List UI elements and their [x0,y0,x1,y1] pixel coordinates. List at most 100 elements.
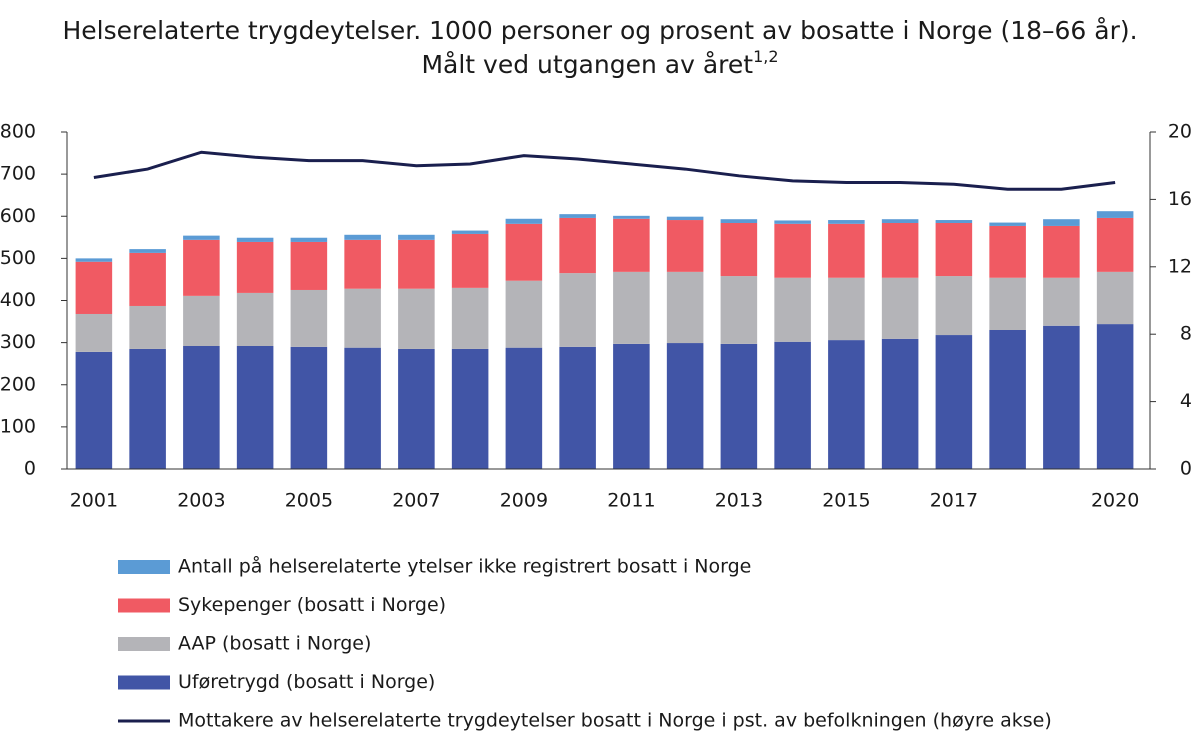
bar-segment [881,277,919,339]
bar-segment [989,277,1026,330]
bar-segment [75,313,113,352]
x-tick-label: 2001 [70,490,118,512]
y2-tick-label: 16 [1168,188,1192,210]
bar-segment [559,217,596,274]
legend-label: AAP (bosatt i Norge) [178,633,371,655]
bar-segment [129,348,166,469]
bar-segment [236,237,274,242]
y-tick-label: 600 [0,205,36,227]
bar-segment [720,343,758,469]
bar-segment [828,277,865,341]
bar-segment [774,277,811,342]
bar-segment [505,347,543,469]
bar-segment [1096,324,1134,469]
y-tick-label: 300 [0,331,36,353]
legend-swatch [118,598,170,613]
bar-segment [505,223,543,281]
bar-segment [183,295,220,346]
bar-segment [720,219,758,223]
bar-segment [129,252,166,306]
bar-segment [559,273,596,347]
x-tick-label: 2011 [607,490,655,512]
bar-segment [183,345,220,469]
chart-title: Helserelaterte trygdeytelser. 1000 perso… [62,16,1137,45]
y2-tick-label: 8 [1180,323,1192,345]
bar-segment [720,222,758,277]
bar-segment [666,216,704,221]
legend-label: Uføretrygd (bosatt i Norge) [178,671,435,693]
bar-segment [290,346,328,469]
bar-segment [613,343,650,469]
bar-segment [290,241,328,290]
bar-segment [1043,219,1080,226]
bar-segment [236,241,274,293]
chart-title-line: Målt ved utgangen av året [421,50,753,79]
bar-segment [613,271,650,344]
bar-segment [344,234,381,240]
bar-segment [774,220,811,224]
bar-segment [935,222,973,277]
bar-segment [1043,277,1080,326]
bar-segment [451,348,489,469]
y2-tick-label: 4 [1180,390,1192,412]
title-note: 1,2 [753,47,778,66]
bar-segment [451,230,489,234]
bar-segment [1043,225,1080,278]
bar-segment [828,220,865,224]
bar-segment [451,233,489,288]
bar-segment [344,288,381,348]
y-tick-label: 400 [0,289,36,311]
bar-segment [451,287,489,349]
x-tick-label: 2005 [285,490,333,512]
y-tick-label: 0 [24,458,36,480]
y-tick-label: 200 [0,373,36,395]
bar-segment [613,218,650,272]
bar-segment [774,341,811,469]
bar-segment [1043,325,1080,469]
bar-segment [989,222,1026,226]
bar-segment [720,276,758,344]
x-tick-label: 2013 [715,490,763,512]
bar-segment [935,276,973,336]
x-tick-label: 2015 [822,490,870,512]
bar-segment [290,237,328,242]
bar-segment [1096,217,1134,272]
bar-segment [398,288,435,349]
chart-title: Målt ved utgangen av året1,2 [421,47,778,80]
bar-segment [935,220,973,223]
bar-segment [129,249,166,253]
legend-swatch [118,560,170,574]
bar-segment [75,261,113,314]
x-tick-label: 2017 [930,490,978,512]
bar-segment [505,218,543,224]
y-tick-label: 500 [0,247,36,269]
y2-tick-label: 20 [1168,121,1192,143]
y-tick-label: 800 [0,121,36,143]
bar-segment [666,220,704,272]
bar-segment [290,289,328,347]
bar-segment [398,348,435,469]
bar-segment [666,271,704,344]
bar-segment [75,258,113,262]
bar-segment [774,223,811,278]
bar-segment [344,347,381,469]
bar-segment [505,280,543,348]
bar-segment [613,215,650,219]
x-tick-label: 2020 [1091,490,1139,512]
bar-segment [666,343,704,469]
bar-segment [129,305,166,349]
y-tick-label: 100 [0,415,36,437]
legend-label: Mottakere av helserelaterte trygdeytelse… [178,710,1052,732]
bar-segment [183,235,220,240]
bar-segment [398,234,435,240]
legend-swatch [118,637,170,651]
bar-segment [935,335,973,469]
bar-segment [828,223,865,278]
bar-segment [881,338,919,469]
bar-segment [1096,271,1134,325]
bar-segment [236,292,274,346]
bar-segment [236,345,274,469]
bar-segment [828,340,865,469]
x-tick-label: 2003 [177,490,225,512]
